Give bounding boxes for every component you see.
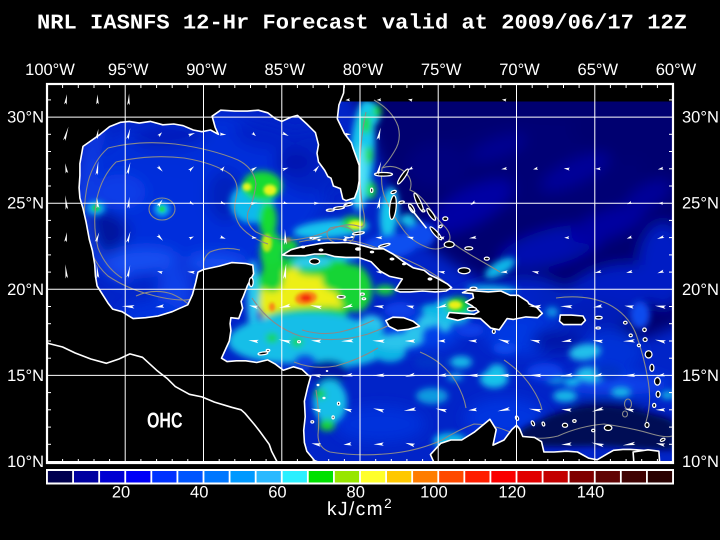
svg-text:120: 120 bbox=[498, 484, 526, 502]
svg-text:90°W: 90°W bbox=[186, 61, 227, 79]
svg-text:20: 20 bbox=[112, 484, 130, 502]
svg-text:kJ/cm2: kJ/cm2 bbox=[327, 496, 393, 520]
svg-text:OHC: OHC bbox=[147, 409, 183, 433]
svg-text:95°W: 95°W bbox=[108, 61, 149, 79]
svg-text:20°N: 20°N bbox=[7, 281, 44, 299]
svg-text:65°W: 65°W bbox=[578, 61, 619, 79]
svg-text:85°W: 85°W bbox=[265, 61, 306, 79]
svg-text:NRL IASNFS 12-Hr Forecast val: NRL IASNFS 12-Hr Forecast valid at 2009/… bbox=[37, 13, 687, 36]
svg-text:80: 80 bbox=[347, 484, 365, 502]
svg-text:75°W: 75°W bbox=[421, 61, 462, 79]
svg-text:30°N: 30°N bbox=[682, 109, 719, 127]
svg-text:10°N: 10°N bbox=[7, 453, 44, 471]
svg-text:20°N: 20°N bbox=[682, 281, 719, 299]
svg-text:25°N: 25°N bbox=[682, 195, 719, 213]
svg-text:40: 40 bbox=[190, 484, 208, 502]
svg-text:15°N: 15°N bbox=[682, 367, 719, 385]
svg-text:30°N: 30°N bbox=[7, 109, 44, 127]
svg-text:140: 140 bbox=[577, 484, 605, 502]
svg-text:100°W: 100°W bbox=[25, 61, 75, 79]
svg-text:60: 60 bbox=[268, 484, 286, 502]
svg-text:70°W: 70°W bbox=[499, 61, 540, 79]
svg-text:100: 100 bbox=[420, 484, 448, 502]
svg-text:25°N: 25°N bbox=[7, 195, 44, 213]
svg-text:15°N: 15°N bbox=[7, 367, 44, 385]
svg-text:80°W: 80°W bbox=[343, 61, 384, 79]
svg-text:10°N: 10°N bbox=[682, 453, 719, 471]
svg-text:60°W: 60°W bbox=[656, 61, 697, 79]
